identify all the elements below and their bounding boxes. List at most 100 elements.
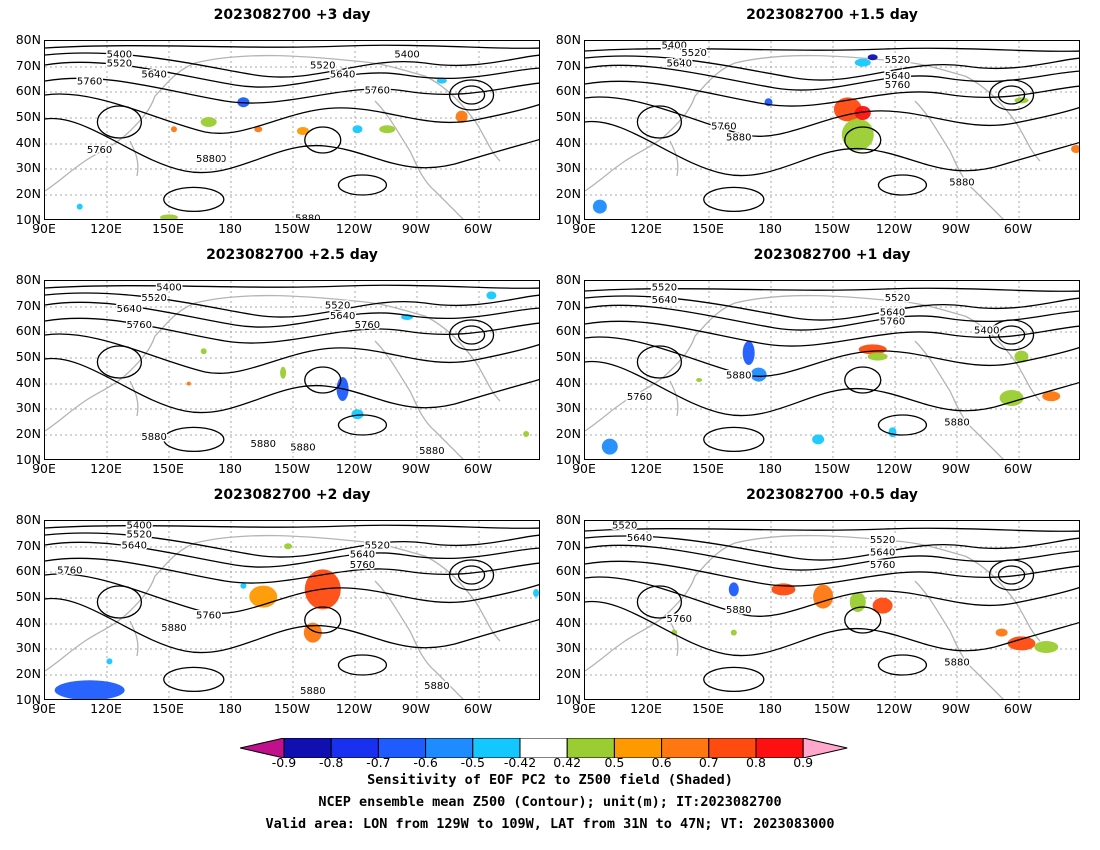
y-tick-label: 60N: [15, 323, 41, 338]
z500-contour: [585, 55, 1079, 81]
colorbar-tick-label: -0.9: [271, 755, 297, 770]
z500-contour: [636, 345, 683, 379]
contour-label: 5880: [141, 432, 166, 443]
coastline: [694, 534, 966, 577]
y-tick-label: 80N: [15, 512, 41, 527]
z500-contour: [448, 319, 495, 351]
z500-contour: [45, 317, 539, 344]
y-tick-label: 80N: [555, 32, 581, 47]
contour-label: 5640: [141, 69, 166, 80]
x-tick-label: 150W: [273, 461, 311, 476]
sensitivity-shading: [486, 291, 497, 300]
contour-label: 5400: [394, 50, 419, 61]
caption-line-1: Sensitivity of EOF PC2 to Z500 field (Sh…: [367, 772, 733, 788]
colorbar: [239, 737, 860, 759]
z500-contour: [304, 366, 342, 394]
contour-label: 5880: [944, 657, 969, 668]
z500-contour: [457, 325, 486, 345]
y-tick-label: 40N: [555, 375, 581, 390]
x-tick-label: 90W: [401, 221, 431, 236]
sensitivity-shading: [867, 352, 888, 361]
contour-label: 5760: [355, 320, 380, 331]
z500-contour: [585, 336, 1079, 377]
z500-contour: [585, 320, 1079, 347]
x-tick-label: 90E: [32, 701, 56, 716]
sensitivity-shading: [280, 366, 287, 379]
z500-contour: [585, 535, 1079, 561]
panel-title: 2023082700 +1 day: [753, 247, 911, 263]
x-tick-label: 90W: [941, 461, 971, 476]
z500-contour: [45, 357, 539, 414]
contour-label: 5640: [117, 304, 142, 315]
z500-contour: [585, 527, 1079, 533]
map-plot-area: 5520 5640 5520 5640 5760 5400 5880 5760 5880: [584, 280, 1080, 460]
sensitivity-shading: [854, 106, 871, 120]
z500-contour: [45, 52, 539, 78]
coastline: [694, 54, 966, 97]
z500-contour: [45, 93, 539, 134]
x-tick-label: 150W: [273, 701, 311, 716]
y-tick-label: 30N: [555, 400, 581, 415]
x-tick-label: 90W: [401, 461, 431, 476]
coastline: [914, 580, 1004, 699]
y-tick-label: 80N: [15, 32, 41, 47]
z500-contour: [844, 366, 882, 394]
y-tick-label: 70N: [15, 58, 41, 73]
x-tick-label: 180: [218, 701, 242, 716]
panel-title: 2023082700 +3 day: [213, 7, 371, 23]
x-tick-label: 150W: [813, 701, 851, 716]
z500-contour: [703, 426, 765, 453]
x-tick-label: 60W: [1003, 701, 1033, 716]
coastline: [964, 75, 1041, 162]
contour-label: 5760: [667, 614, 692, 625]
sensitivity-shading: [284, 543, 293, 550]
sensitivity-shading: [854, 58, 871, 67]
y-tick-label: 10N: [15, 452, 41, 467]
contour-label: 5880: [290, 443, 315, 454]
z500-contour: [304, 606, 342, 634]
contour-label: 5640: [880, 308, 905, 319]
y-tick-label: 20N: [15, 186, 41, 201]
coastline: [424, 555, 501, 642]
map-plot-area: 5400 5520 5640 5760 5880 5520 5640 5760 5880: [584, 40, 1080, 220]
contour-label: 5760: [870, 560, 895, 571]
coastline: [45, 335, 156, 432]
x-tick-label: 60W: [1003, 461, 1033, 476]
contour-label: 5640: [627, 533, 652, 544]
coastline: [669, 620, 679, 657]
z500-contour: [585, 80, 1079, 107]
z500-contour: [45, 557, 539, 584]
y-tick-label: 40N: [555, 615, 581, 630]
sensitivity-shading: [54, 680, 125, 699]
coastline: [669, 380, 679, 417]
y-tick-label: 80N: [555, 512, 581, 527]
sensitivity-shading: [1071, 145, 1079, 153]
z500-contour: [163, 426, 225, 453]
x-tick-label: 180: [218, 221, 242, 236]
contour-label: 5880: [161, 623, 186, 634]
contour-label: 5400: [662, 41, 687, 52]
z500-contour: [337, 174, 388, 196]
sensitivity-shading: [436, 77, 447, 84]
panel-title: 2023082700 +0.5 day: [746, 487, 918, 503]
sensitivity-shading: [730, 629, 737, 636]
x-tick-label: 60W: [1003, 221, 1033, 236]
contour-label: 5880: [295, 213, 320, 220]
sensitivity-shading: [106, 658, 113, 665]
sensitivity-shading: [254, 126, 263, 133]
y-tick-label: 10N: [15, 692, 41, 707]
colorbar-tick-label: 0.6: [651, 755, 672, 770]
coastline: [424, 75, 501, 162]
z500-contour: [703, 666, 765, 693]
sensitivity-shading: [601, 438, 618, 455]
z500-contour: [163, 186, 225, 213]
y-tick-label: 70N: [15, 538, 41, 553]
sensitivity-shading: [200, 348, 207, 355]
sensitivity-shading: [728, 582, 739, 597]
y-tick-label: 60N: [555, 83, 581, 98]
sensitivity-shading: [671, 629, 678, 636]
y-tick-label: 30N: [555, 640, 581, 655]
y-tick-label: 50N: [555, 109, 581, 124]
y-tick-label: 50N: [555, 349, 581, 364]
